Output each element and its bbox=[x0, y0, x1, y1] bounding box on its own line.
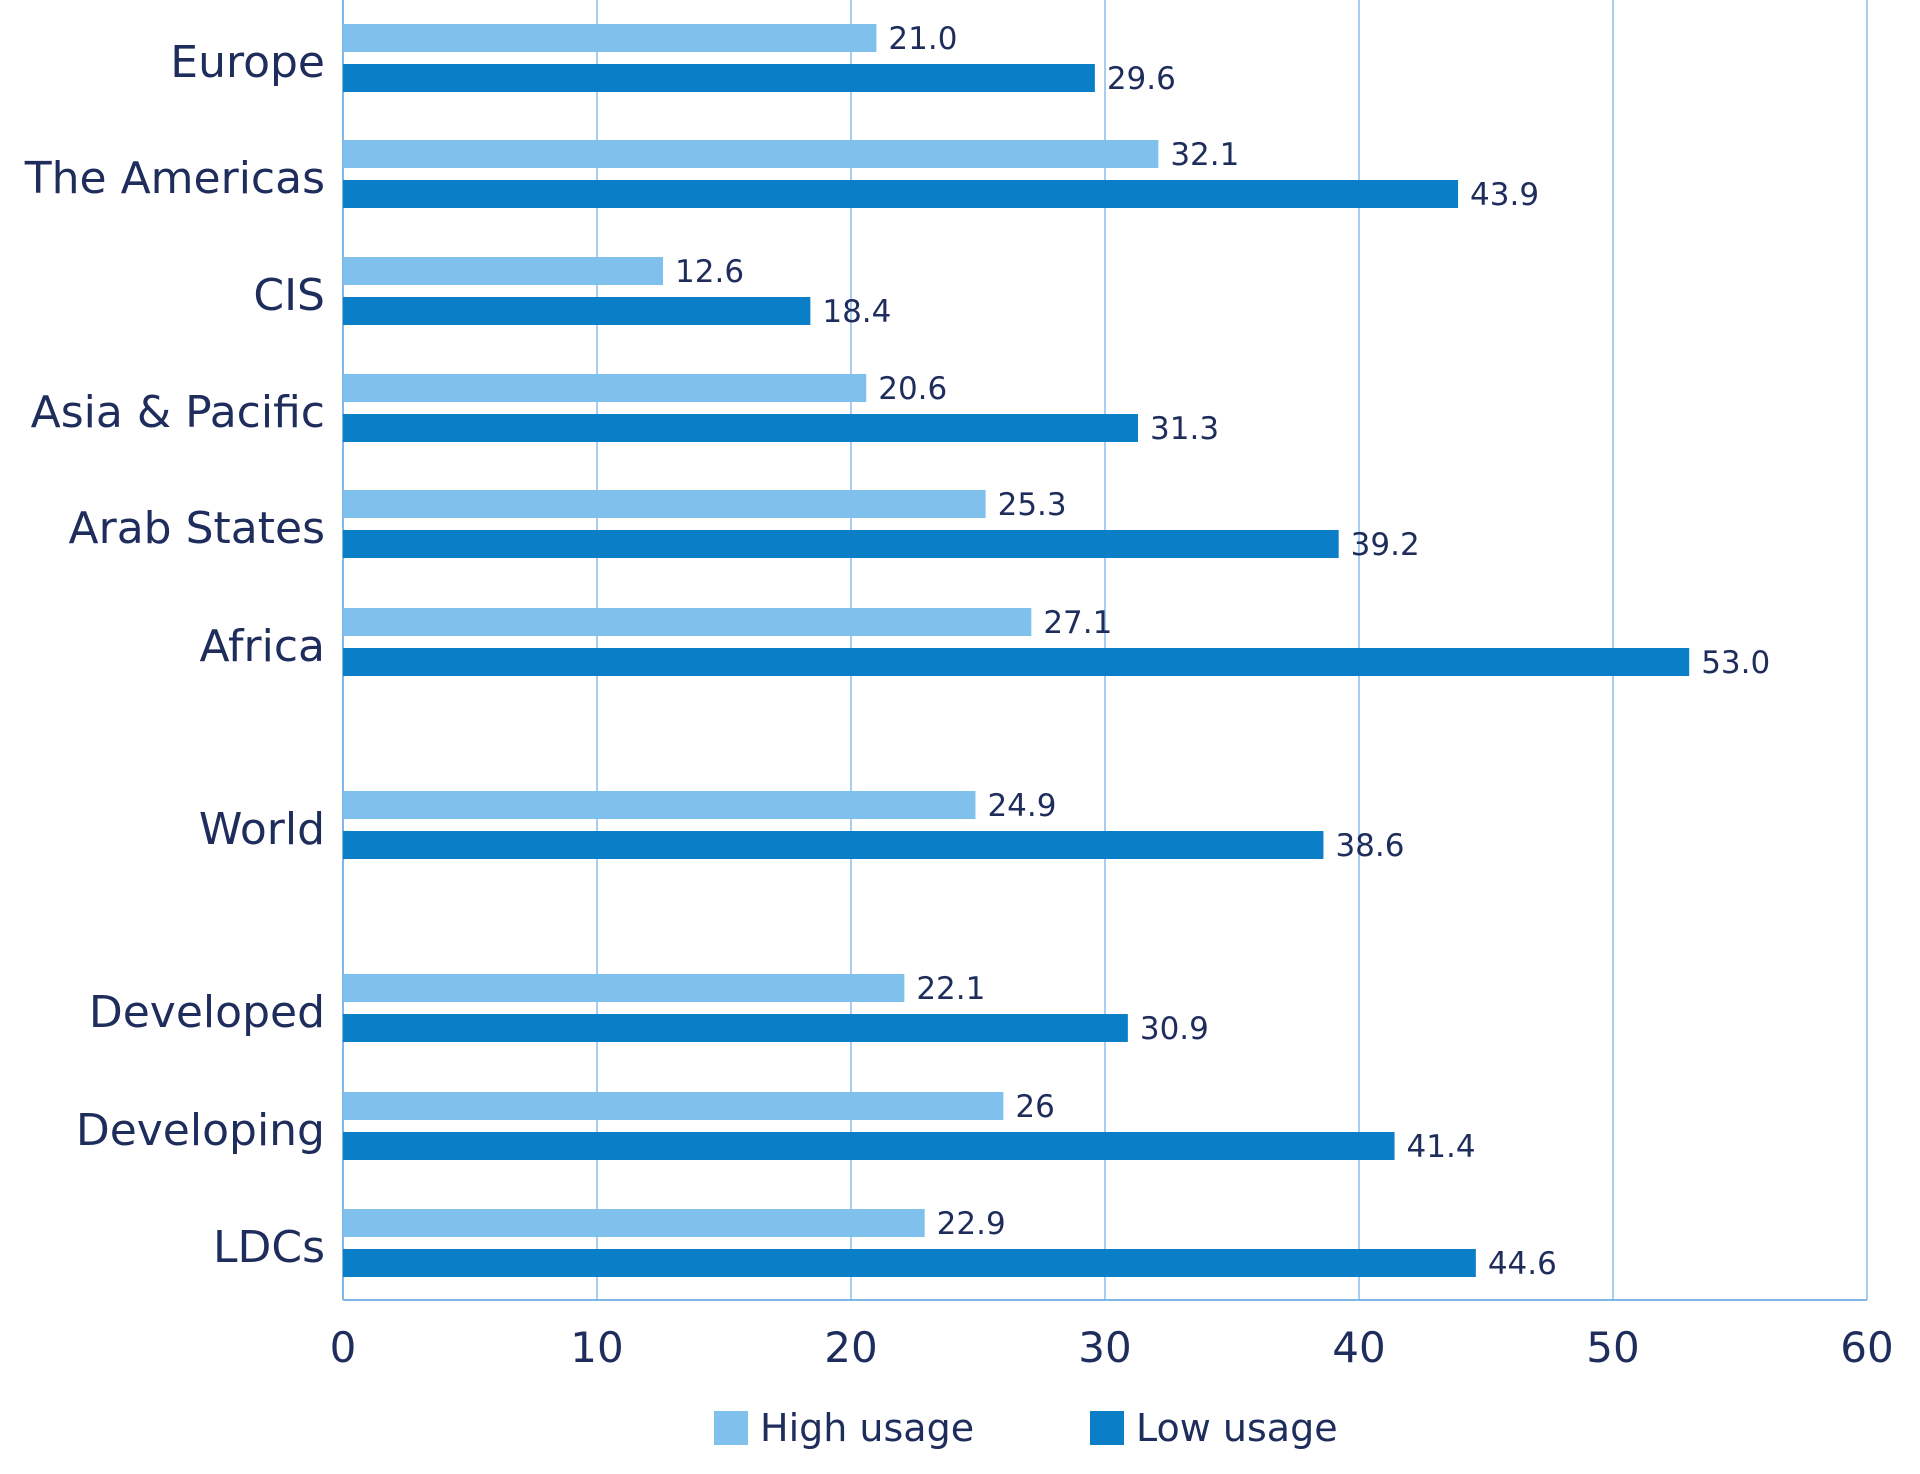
data-label: 38.6 bbox=[1335, 828, 1404, 864]
data-label: 21.0 bbox=[888, 21, 957, 57]
category-label: Arab States bbox=[69, 503, 325, 554]
category-label: Asia & Pacific bbox=[31, 387, 325, 438]
x-tick-label: 0 bbox=[330, 1323, 357, 1372]
legend-label: High usage bbox=[760, 1406, 974, 1450]
legend-swatch bbox=[1090, 1411, 1124, 1445]
data-label: 53.0 bbox=[1701, 645, 1770, 681]
bar-low-usage bbox=[343, 180, 1459, 208]
category-label: World bbox=[199, 804, 325, 855]
bar-low-usage bbox=[343, 64, 1095, 92]
bar-high-usage bbox=[343, 608, 1032, 636]
x-tick-label: 60 bbox=[1840, 1323, 1893, 1372]
data-label: 18.4 bbox=[822, 294, 891, 330]
legend-swatch bbox=[714, 1411, 748, 1445]
bar-high-usage bbox=[343, 374, 867, 402]
bars-group: 21.0 29.6 32.1 43.9 12.6 18.4 20.6 31.3 25.3 39.2… bbox=[343, 21, 1770, 1282]
x-tick-label: 20 bbox=[824, 1323, 877, 1372]
bar-low-usage bbox=[343, 297, 811, 325]
bar-high-usage bbox=[343, 140, 1159, 168]
bar-high-usage bbox=[343, 791, 976, 819]
x-tick-label: 50 bbox=[1586, 1323, 1639, 1372]
bar-low-usage bbox=[343, 1014, 1128, 1042]
category-label: The Americas bbox=[24, 153, 325, 204]
data-label: 30.9 bbox=[1140, 1011, 1209, 1047]
data-label: 32.1 bbox=[1170, 137, 1239, 173]
x-tick-label: 10 bbox=[570, 1323, 623, 1372]
bar-low-usage bbox=[343, 414, 1139, 442]
x-axis: 0 10 20 30 40 50 60 bbox=[330, 0, 1894, 1372]
data-label: 24.9 bbox=[987, 788, 1056, 824]
data-label: 12.6 bbox=[675, 254, 744, 290]
bar-low-usage bbox=[343, 530, 1339, 558]
category-label: CIS bbox=[253, 270, 325, 321]
bar-high-usage bbox=[343, 1092, 1004, 1120]
category-label: Europe bbox=[170, 37, 325, 88]
data-label: 43.9 bbox=[1470, 177, 1539, 213]
x-tick-label: 30 bbox=[1078, 1323, 1131, 1372]
data-label: 25.3 bbox=[998, 487, 1067, 523]
data-label: 29.6 bbox=[1107, 61, 1176, 97]
bar-low-usage bbox=[343, 831, 1324, 859]
bar-low-usage bbox=[343, 1249, 1476, 1277]
data-label: 39.2 bbox=[1351, 527, 1420, 563]
data-label: 41.4 bbox=[1407, 1129, 1476, 1165]
legend-label: Low usage bbox=[1136, 1406, 1338, 1450]
data-label: 22.1 bbox=[916, 971, 985, 1007]
data-label: 27.1 bbox=[1043, 605, 1112, 641]
data-label: 20.6 bbox=[878, 371, 947, 407]
category-labels: Europe The Americas CIS Asia & Pacific Arab … bbox=[24, 37, 325, 1273]
bar-high-usage bbox=[343, 24, 877, 52]
data-label: 22.9 bbox=[937, 1206, 1006, 1242]
category-label: Developing bbox=[76, 1105, 325, 1156]
bar-high-usage bbox=[343, 974, 905, 1002]
bar-high-usage bbox=[343, 257, 664, 285]
legend: High usage Low usage bbox=[714, 1406, 1338, 1450]
bar-low-usage bbox=[343, 648, 1690, 676]
category-label: Africa bbox=[200, 621, 326, 672]
data-label: 26 bbox=[1015, 1089, 1054, 1125]
bar-high-usage bbox=[343, 1209, 925, 1237]
data-label: 31.3 bbox=[1150, 411, 1219, 447]
category-label: Developed bbox=[89, 987, 325, 1038]
bar-high-usage bbox=[343, 490, 986, 518]
category-label: LDCs bbox=[213, 1222, 325, 1273]
x-tick-label: 40 bbox=[1332, 1323, 1385, 1372]
data-label: 44.6 bbox=[1488, 1246, 1557, 1282]
bar-low-usage bbox=[343, 1132, 1395, 1160]
